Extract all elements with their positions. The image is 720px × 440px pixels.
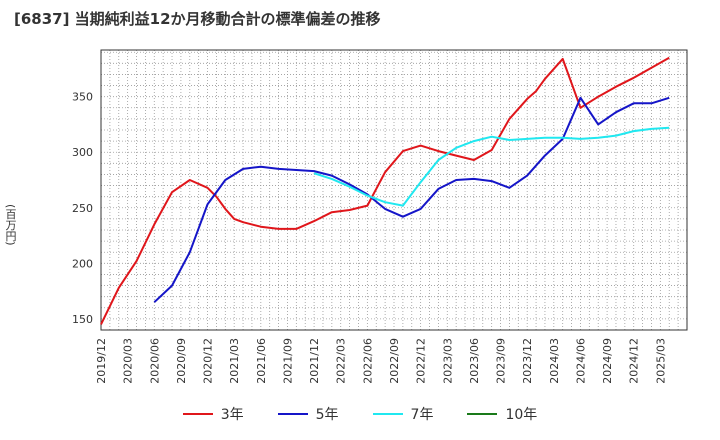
y-axis-label: (百万円): [4, 204, 17, 246]
x-tick-label: 2022/09: [388, 338, 401, 384]
chart-title: [6837] 当期純利益12か月移動合計の標準偏差の推移: [14, 10, 381, 28]
x-tick-label: 2020/03: [122, 338, 135, 384]
x-tick-label: 2021/12: [308, 338, 321, 384]
x-tick-label: 2022/12: [415, 338, 428, 384]
x-tick-label: 2021/06: [255, 338, 268, 384]
x-tick-label: 2024/12: [628, 338, 641, 384]
x-tick-label: 2023/09: [495, 338, 508, 384]
x-tick-label: 2020/12: [202, 338, 215, 384]
plot-frame: [100, 49, 688, 331]
series-line-5年: [153, 96, 670, 303]
legend-label: 3年: [220, 407, 244, 423]
series-lines: [100, 56, 670, 325]
y-tick-label: 150: [72, 313, 93, 326]
y-tick-label: 250: [72, 202, 93, 215]
x-tick-label: 2020/09: [175, 338, 188, 384]
series-line-3年: [100, 56, 670, 325]
gridlines: [100, 50, 688, 330]
x-tick-label: 2021/03: [228, 338, 241, 384]
legend-label: 10年: [505, 407, 538, 423]
legend-swatch: [182, 413, 213, 415]
legend-swatch: [277, 413, 308, 415]
x-tick-label: 2022/06: [361, 338, 374, 384]
x-tick-label: 2024/03: [548, 338, 561, 384]
x-tick-label: 2023/03: [441, 338, 454, 384]
x-tick-label: 2023/06: [468, 338, 481, 384]
line-chart: 150 200 250 300 350 2019/12 2020/03 2020/06 202…: [72, 49, 688, 384]
x-axis-ticks: 2019/12 2020/03 2020/06 2020/09 2020/12 2021/…: [95, 338, 667, 384]
x-tick-label: 2019/12: [95, 338, 108, 384]
legend-item: 5年: [277, 404, 339, 424]
x-tick-label: 2022/03: [335, 338, 348, 384]
legend-label: 7年: [410, 407, 434, 423]
y-tick-label: 200: [72, 257, 93, 270]
y-axis-ticks: 150 200 250 300 350: [72, 91, 93, 326]
x-tick-label: 2020/06: [148, 338, 161, 384]
legend-label: 5年: [315, 407, 339, 423]
x-tick-label: 2021/09: [281, 338, 294, 384]
x-tick-label: 2024/06: [574, 338, 587, 384]
legend-swatch: [467, 413, 498, 415]
legend-item: 7年: [372, 404, 434, 424]
y-tick-label: 300: [72, 146, 93, 159]
series-line-7年: [313, 126, 670, 207]
legend-swatch: [372, 413, 403, 415]
x-tick-label: 2025/03: [654, 338, 667, 384]
legend: 3年 5年 7年 10年: [0, 404, 720, 424]
x-tick-label: 2023/12: [521, 338, 534, 384]
y-tick-label: 350: [72, 91, 93, 104]
legend-item: 3年: [182, 404, 244, 424]
x-tick-label: 2024/09: [601, 338, 614, 384]
legend-item: 10年: [467, 404, 537, 424]
